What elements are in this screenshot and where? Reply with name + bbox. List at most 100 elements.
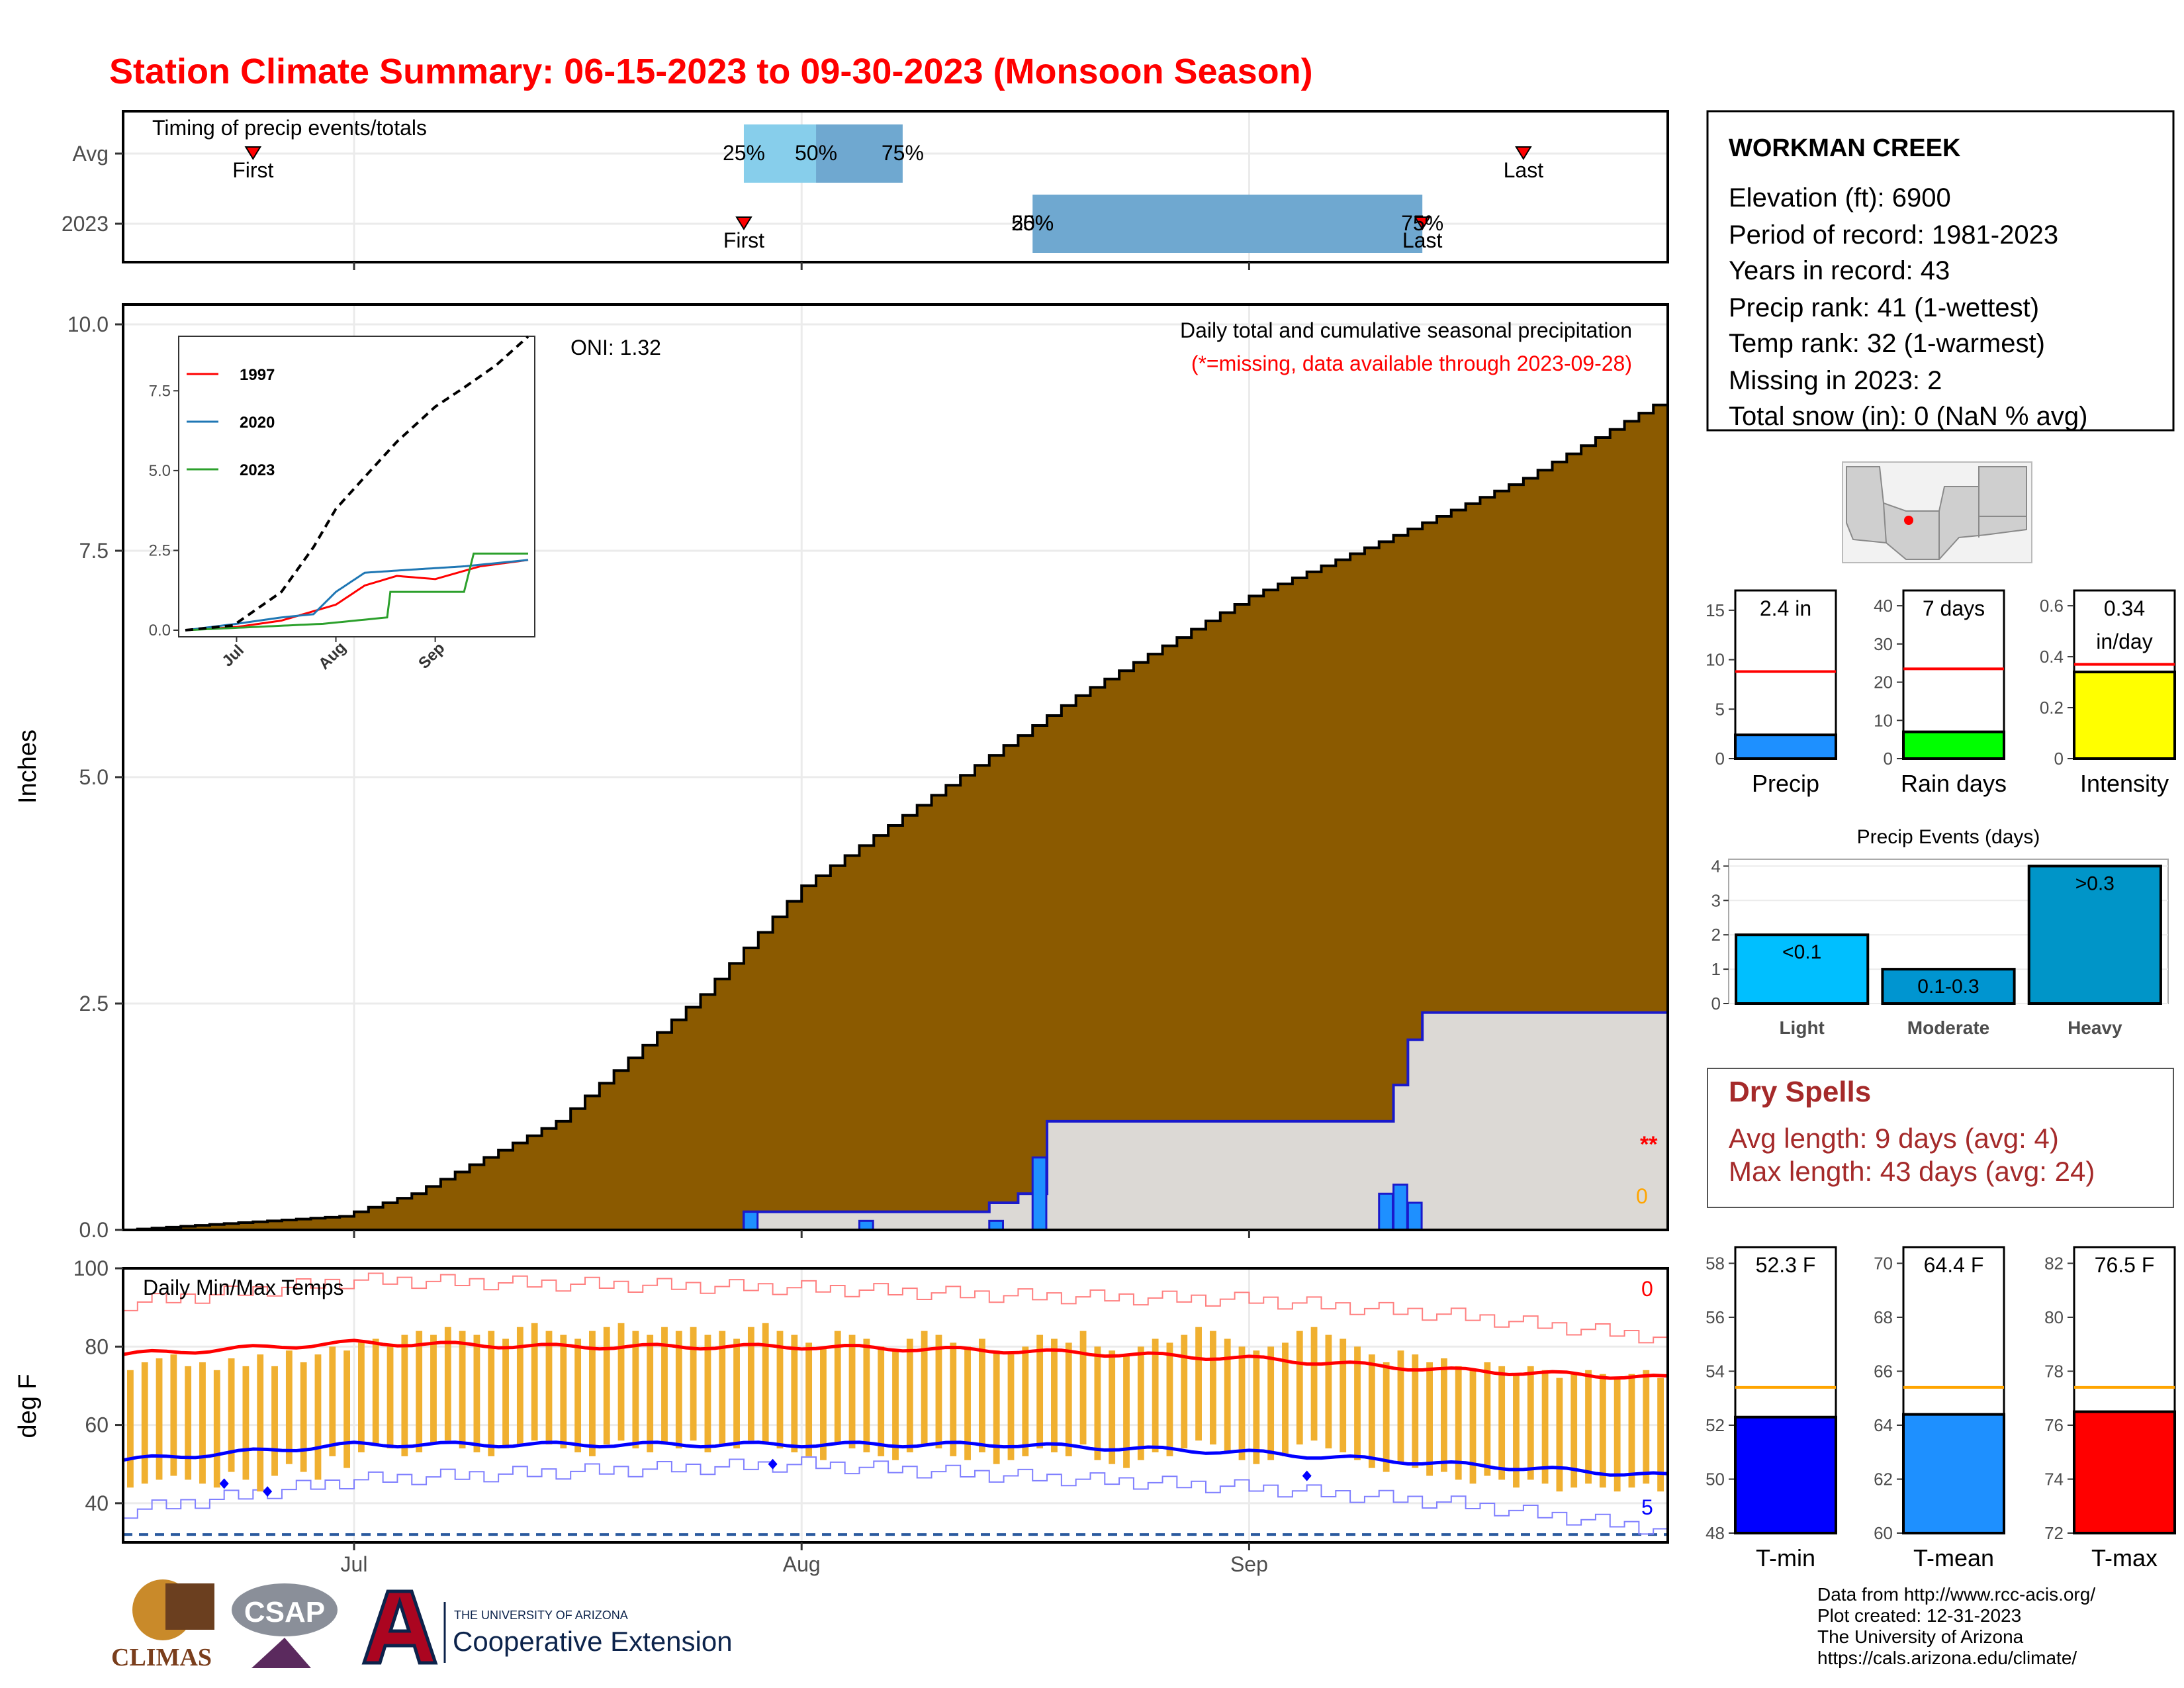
daily-temp-bar (733, 1338, 740, 1449)
daily-temp-bar (719, 1331, 726, 1445)
daily-temp-bar (1383, 1362, 1390, 1472)
daily-temp-bar (1340, 1338, 1347, 1452)
page-title: Station Climate Summary: 06-15-2023 to 0… (109, 52, 1313, 91)
small-chart-tick-label: 0.4 (2040, 647, 2064, 667)
timing-first-label: First (232, 158, 273, 182)
daily-temp-bar (1224, 1338, 1231, 1452)
station-info-frame (1706, 110, 2175, 432)
y-axis-label-inches: Inches (14, 729, 42, 804)
daily-temp-bar (1282, 1342, 1289, 1456)
events-title: Precip Events (days) (1857, 826, 2040, 848)
small-chart-category-tmin: T-min (1756, 1544, 1815, 1571)
daily-temp-bar (1426, 1362, 1433, 1476)
daily-temp-bar (1455, 1366, 1462, 1480)
small-chart-tick-label: 40 (1874, 596, 1893, 616)
inset-frame (178, 336, 535, 637)
small-chart-tick-label: 30 (1874, 634, 1893, 654)
daily-temp-bar (1238, 1346, 1246, 1460)
station-years: Years in record: 43 (1729, 256, 1950, 285)
daily-temp-bar (993, 1350, 1000, 1464)
station-missing: Missing in 2023: 2 (1729, 366, 1942, 395)
temperature-y-tick-label: 80 (85, 1335, 109, 1358)
temperature-y-tick-label: 60 (85, 1413, 109, 1437)
daily-temp-bar (1643, 1370, 1650, 1484)
events-y-tick-label: 1 (1711, 959, 1721, 979)
dry-spells-frame (1707, 1068, 2174, 1208)
climas-shape-icon (165, 1583, 214, 1630)
daily-temp-bar (185, 1366, 192, 1480)
timing-q50-label: 50% (795, 141, 837, 165)
locator-map (1842, 461, 2032, 563)
events-bar-heavy (2027, 865, 2162, 1006)
record-low-marker (1302, 1470, 1312, 1481)
timing-q75-label: 75% (882, 141, 924, 165)
daily-temp-bar (430, 1335, 437, 1445)
inset-y-tick-label: 5.0 (149, 462, 171, 480)
map-state-lines (1883, 486, 2026, 559)
daily-temp-bar (1253, 1350, 1260, 1464)
daily-temp-bar (589, 1331, 596, 1456)
precip-frame (122, 303, 1669, 1231)
daily-temp-bar (603, 1327, 610, 1445)
small-chart-bar-tmean (1902, 1413, 2005, 1534)
footer-university: The University of Arizona (1817, 1626, 2024, 1647)
daily-temp-bar (372, 1338, 379, 1445)
csap-logo-text: CSAP (244, 1596, 325, 1628)
timing-q25-label: 25% (723, 141, 765, 165)
temperature-corner-top: 0 (1641, 1277, 1653, 1301)
daily-temp-bar (1570, 1374, 1578, 1488)
station-period: Period of record: 1981-2023 (1729, 220, 2058, 250)
temperature-y-tick-label: 100 (73, 1256, 109, 1280)
small-chart-tick-label: 52 (1706, 1415, 1725, 1435)
daily-temp-bar (1672, 1385, 1678, 1499)
temperature-y-tick-label: 40 (85, 1491, 109, 1515)
small-chart-tick-label: 5 (1715, 699, 1725, 719)
daily-temp-bar (1137, 1346, 1144, 1460)
timing-last-marker (1515, 146, 1532, 160)
record-max-line (123, 1272, 1668, 1344)
daily-temp-bar (1354, 1346, 1361, 1460)
snow-marker: 0 (1636, 1184, 1648, 1208)
small-chart-tick-label: 66 (1874, 1361, 1893, 1381)
timing-row-label: 2023 (62, 212, 109, 236)
daily-temp-bar (1469, 1370, 1477, 1484)
small-chart-category-rain_days: Rain days (1901, 770, 2007, 797)
small-chart-value-label-tmax: 76.5 F (2095, 1253, 2155, 1277)
precip-y-tick-label: 5.0 (79, 765, 109, 789)
small-chart-value-label-rain_days: 7 days (1923, 596, 1985, 620)
daily-temp-bar (401, 1335, 408, 1456)
small-chart-value-label-tmin: 52.3 F (1756, 1253, 1816, 1277)
daily-temp-bar (141, 1362, 148, 1484)
small-chart-bar-tmax (2073, 1410, 2176, 1534)
small-chart-tick-label: 62 (1874, 1469, 1893, 1489)
record-low-marker (263, 1486, 273, 1497)
daily-temp-bar (488, 1331, 495, 1456)
small-chart-category-precip_total: Precip (1752, 770, 1819, 797)
daily-temp-bar (213, 1370, 220, 1488)
arizona-cooperative-extension: Cooperative Extension (453, 1626, 733, 1657)
csap-mountain-icon (251, 1638, 311, 1668)
timing-first-marker (244, 146, 262, 160)
daily-temp-bar (878, 1346, 885, 1456)
events-y-tick-label: 4 (1711, 856, 1721, 876)
small-chart-tick-label: 20 (1874, 673, 1893, 692)
daily-temp-bar (647, 1335, 654, 1452)
temperature-title: Daily Min/Max Temps (143, 1276, 343, 1299)
small-chart-tick-label: 0.6 (2040, 596, 2064, 616)
daily-temp-bar (1541, 1370, 1549, 1484)
daily-precip-bar (1031, 1156, 1048, 1230)
inset-series-average (185, 335, 529, 632)
daily-temp-bar (1051, 1338, 1058, 1452)
events-bar-light (1735, 933, 1870, 1005)
arizona-small-text: THE UNIVERSITY OF ARIZONA (454, 1609, 628, 1622)
daily-temp-bar (314, 1354, 322, 1480)
climas-logo-text: CLIMAS (111, 1644, 212, 1671)
footer-credits: Data from http://www.rcc-acis.org/ Plot … (1817, 1584, 2095, 1668)
inset-y-tick-label: 7.5 (149, 382, 171, 400)
daily-temp-bar (1152, 1338, 1159, 1452)
small-chart-tick-label: 0 (1715, 749, 1725, 769)
daily-temp-bar (1527, 1366, 1534, 1480)
station-location-dot (1904, 516, 1913, 525)
footer-url: https://cals.arizona.edu/climate/ (1817, 1648, 2077, 1668)
small-chart-category-tmax: T-max (2091, 1544, 2158, 1571)
